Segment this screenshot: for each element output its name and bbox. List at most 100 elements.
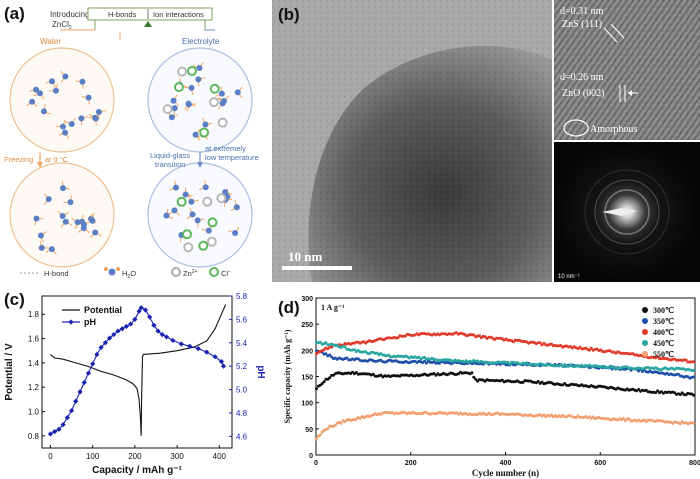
water-molecule-glyph: [194, 217, 201, 224]
cl-ion-glyph: [186, 66, 197, 77]
water-molecule-glyph: [38, 244, 45, 251]
data-point: [684, 358, 688, 362]
data-point: [692, 421, 696, 425]
ph-point: [187, 343, 193, 349]
data-point: [538, 341, 542, 345]
data-point: [318, 340, 322, 344]
data-point: [536, 379, 540, 383]
water-molecule-glyph: [222, 189, 229, 196]
panel-a-schematic: Introducing ZnCl2 H-bonds Ion interactio…: [4, 7, 259, 280]
data-point: [379, 373, 383, 377]
chart-c: 0 100 200 300 400 0.8 1.0 1.2 1.4 1.6 1.8 4.6 4.8 5.0…: [4, 292, 266, 476]
balance-triangle-icon: [144, 21, 152, 27]
data-point: [324, 341, 328, 345]
cl-ion-glyph: [209, 83, 220, 94]
ph-point: [85, 370, 92, 376]
cl-icon: [209, 267, 219, 277]
water-molecule-glyph: [232, 230, 239, 237]
zncl2-text: ZnCl2: [52, 20, 72, 31]
data-point: [326, 427, 330, 430]
legend-label: 300℃: [653, 306, 674, 315]
ph-point: [170, 337, 176, 344]
data-point: [318, 433, 322, 437]
ph-point: [163, 334, 170, 340]
data-point: [322, 380, 326, 384]
data-point: [472, 375, 476, 379]
scale-bar-main: [282, 266, 352, 270]
data-point: [339, 421, 343, 425]
y-right-tick-label: 4.6: [236, 432, 248, 441]
y-tick-label: 250: [301, 322, 313, 329]
legend-cl: Cl−: [221, 269, 231, 278]
x-tick-label: 600: [594, 460, 606, 467]
x-tick-label: 200: [128, 452, 142, 461]
water-molecule-glyph: [37, 90, 44, 97]
zn-ion-glyph: [177, 66, 188, 77]
zn-ion-glyph: [217, 117, 228, 128]
water-molecule-glyph: [185, 101, 192, 108]
d-spacing-1: d=0.31 nm: [560, 6, 604, 17]
water-molecule-glyph: [60, 123, 67, 130]
legend-marker: [642, 340, 648, 346]
data-point: [324, 352, 328, 356]
ph-point: [47, 431, 54, 437]
series-4: [315, 410, 696, 441]
legend-hbond: H-bond: [44, 269, 69, 278]
water-molecule-glyph: [220, 98, 227, 105]
legend-label: 450℃: [653, 339, 674, 348]
water-molecule-glyph: [182, 191, 189, 198]
y-tick-label: 100: [301, 401, 313, 408]
data-point: [627, 417, 631, 421]
water-molecule-glyph: [67, 199, 74, 206]
data-point: [396, 336, 400, 340]
water-molecule-glyph: [233, 204, 240, 211]
cl-ion-glyph: [182, 229, 193, 240]
y-right-tick-label: 5.0: [236, 386, 248, 395]
ph-point: [81, 379, 87, 386]
ph-point: [151, 322, 157, 328]
cl-ion-glyph: [198, 240, 209, 251]
panel-d-label: (d): [278, 298, 300, 317]
data-point: [550, 413, 553, 417]
hbonds-box-label: H-bonds: [108, 10, 137, 19]
water-molecule-glyph: [205, 227, 212, 234]
zn-ion-glyph: [208, 97, 219, 108]
panel-a-legend: H-bond H2O Zn2+ Cl−: [20, 267, 231, 280]
data-point: [692, 393, 696, 397]
legend-marker-ph: [68, 319, 74, 325]
panel-b: (b) 10 nm d=0.31 nm ZnS (111) d=0.26 nm …: [272, 0, 700, 282]
data-point: [561, 364, 565, 368]
data-point: [692, 369, 696, 372]
zn-ion-glyph: [162, 104, 173, 115]
panel-a: (a) Introducing ZnCl2 H-bonds Ion intera…: [0, 0, 268, 282]
water-molecule-glyph: [59, 213, 66, 220]
x-tick-label: 800: [689, 460, 700, 467]
water-molecule-glyph: [49, 78, 56, 85]
data-point: [371, 372, 375, 376]
data-point: [477, 334, 481, 338]
legend-marker: [642, 351, 648, 357]
water-molecule-glyph: [95, 108, 102, 115]
legend-label-ph: pH: [84, 317, 96, 327]
data-point: [606, 366, 610, 370]
y-left-tick-label: 1.0: [28, 408, 40, 417]
data-point: [352, 348, 356, 352]
series-line-potential: [50, 304, 227, 436]
water-molecule-glyph: [92, 115, 99, 122]
water-molecule-glyph: [172, 184, 179, 191]
x-tick-label: 300: [170, 452, 184, 461]
zn-ion-glyph: [183, 242, 194, 253]
water-molecule-glyph: [202, 121, 209, 128]
y-tick-label: 300: [301, 296, 313, 303]
low-temp-label-1: at extremely: [205, 144, 246, 153]
water-molecule-glyph: [74, 219, 81, 226]
data-point: [508, 362, 512, 366]
data-point: [432, 372, 436, 375]
liquid-glass-label-2: transition: [155, 160, 185, 169]
water-molecule-glyph: [33, 215, 40, 222]
scale-bar-main-label: 10 nm: [288, 249, 322, 264]
x-tick-label: 0: [314, 460, 318, 467]
chart-d: 0 200 400 600 800 0 50 100 150 200 250 300 Cycle num…: [283, 296, 700, 478]
water-molecule-glyph: [80, 225, 87, 232]
ion-box-label: Ion interactions: [153, 10, 204, 19]
